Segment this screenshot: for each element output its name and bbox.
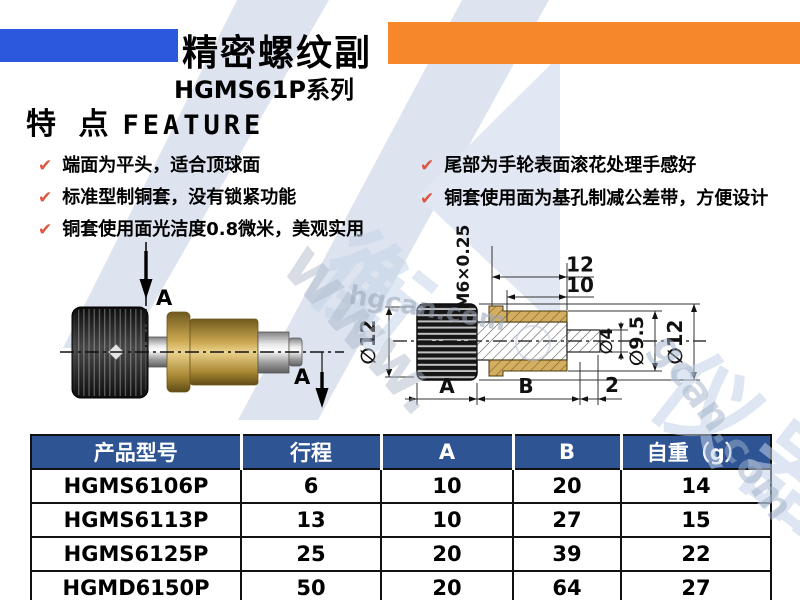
cell-weight: 22 [620, 536, 772, 572]
dim-dia-tip: ∅4 [597, 328, 617, 355]
section-view: ∅12 M6×0.25 12 10 ∅4 ∅9.5 ∅12 A B 2 [356, 225, 706, 405]
cell-weight: 15 [620, 502, 772, 538]
dim-b: B [518, 374, 533, 398]
series-subtitle: HGMS61P系列 [174, 76, 354, 104]
feature-item: ✔ 尾部为手轮表面滚花处理手感好 [420, 151, 696, 177]
dim-a: A [439, 374, 455, 398]
cell-a: 10 [380, 502, 514, 538]
feature-item: ✔ 标准型制铜套，没有锁紧功能 [38, 183, 296, 209]
feature-item: ✔ 端面为平头，适合顶球面 [38, 151, 260, 177]
feature-text: 铜套使用面为基孔制减公差带，方便设计 [444, 188, 769, 209]
feature-item: ✔ 铜套使用面为基孔制减公差带，方便设计 [420, 184, 768, 210]
cell-a: 20 [380, 536, 514, 572]
dim-dia-knob-left: ∅12 [356, 320, 380, 365]
header-blue-bar [0, 29, 178, 62]
section-arrow [139, 279, 153, 299]
cell-a: 10 [380, 468, 514, 504]
feature-text: 铜套使用面光洁度0.8微米，美观实用 [62, 219, 365, 240]
dim-dia-bushing: ∅9.5 [626, 316, 648, 366]
check-icon: ✔ [38, 156, 53, 176]
dim-thread: M6×0.25 [454, 225, 474, 310]
cell-model: HGMS6125P [30, 536, 242, 572]
cell-stroke: 6 [240, 468, 382, 504]
check-icon: ✔ [420, 189, 435, 209]
table-header-row: 产品型号 行程 A B 自重（g） [31, 435, 771, 470]
section-label: A [294, 365, 311, 389]
dim-length-inner: 10 [566, 273, 594, 297]
cell-b: 20 [512, 468, 622, 504]
cell-weight: 27 [620, 570, 772, 600]
feature-heading: 特 点 FEATURE [26, 99, 264, 143]
table-row: HGMD6150P 50 20 64 27 [30, 570, 772, 600]
table-row: HGMS6106P 6 10 20 14 [30, 468, 772, 504]
col-header-b: B [513, 435, 623, 470]
watermark-shape [238, 0, 549, 420]
col-header-model: 产品型号 [31, 435, 243, 470]
dimension-labels: ∅12 M6×0.25 12 10 ∅4 ∅9.5 ∅12 A B 2 [356, 225, 687, 398]
spec-table: 产品型号 行程 A B 自重（g） HGMS6106P 6 10 20 14 H… [30, 434, 772, 600]
cell-b: 64 [512, 570, 622, 600]
cell-b: 27 [512, 502, 622, 538]
section-arrow [315, 388, 329, 408]
technical-drawing: A A [60, 225, 706, 408]
knurled-knob-section [416, 303, 478, 381]
col-header-weight: 自重（g） [621, 435, 771, 470]
dim-length-outer: 12 [566, 253, 594, 277]
page-title: 精密螺纹副 [182, 33, 373, 74]
feature-text: 端面为平头，适合顶球面 [62, 155, 261, 176]
feature-text: 标准型制铜套，没有锁紧功能 [62, 187, 297, 208]
check-icon: ✔ [420, 156, 435, 176]
cell-b: 39 [512, 536, 622, 572]
cell-a: 20 [380, 570, 514, 600]
feature-item: ✔ 铜套使用面光洁度0.8微米，美观实用 [38, 215, 364, 241]
dim-tip-length: 2 [605, 373, 619, 397]
watermark-shape [418, 55, 560, 330]
cell-stroke: 25 [240, 536, 382, 572]
col-header-a: A [381, 435, 515, 470]
dimension-arrows [385, 274, 697, 402]
cell-stroke: 50 [240, 570, 382, 600]
col-header-stroke: 行程 [241, 435, 383, 470]
feature-text: 尾部为手轮表面滚花处理手感好 [444, 155, 697, 176]
bushing-section-top [488, 305, 568, 323]
feature-heading-zh: 特 点 [26, 107, 115, 142]
cell-model: HGMS6106P [30, 468, 242, 504]
bushing-section-bottom [488, 359, 568, 377]
watermark-shape [63, 0, 329, 348]
table-row: HGMS6125P 25 20 39 22 [30, 536, 772, 572]
feature-heading-en: FEATURE [122, 110, 265, 141]
table-row: HGMS6113P 13 10 27 15 [30, 502, 772, 538]
left-illustration: A A [60, 242, 344, 408]
cell-weight: 14 [620, 468, 772, 504]
cell-model: HGMS6113P [30, 502, 242, 538]
section-label: A [156, 286, 173, 310]
check-icon: ✔ [38, 188, 53, 208]
cell-stroke: 13 [240, 502, 382, 538]
check-icon: ✔ [38, 220, 53, 240]
header-orange-bar [388, 22, 800, 64]
cell-model: HGMD6150P [30, 570, 242, 600]
dim-dia-knob-right: ∅12 [663, 320, 687, 365]
